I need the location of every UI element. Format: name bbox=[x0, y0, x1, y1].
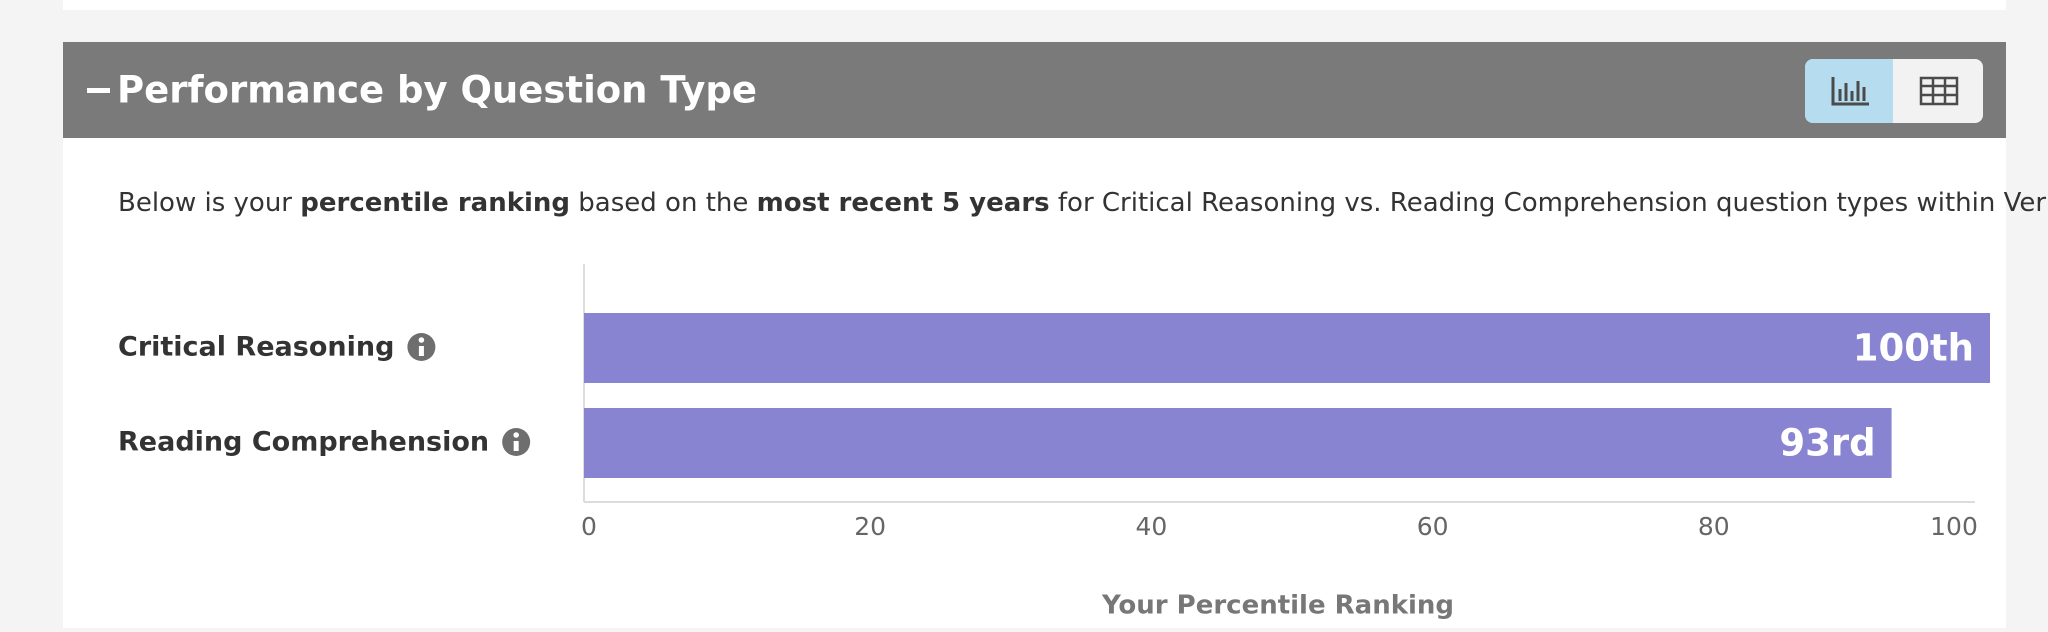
view-toggle bbox=[1805, 59, 1983, 123]
bar bbox=[584, 313, 1990, 383]
description-text: based on the bbox=[570, 188, 757, 218]
chart-view-button[interactable] bbox=[1805, 59, 1893, 123]
chart-icon bbox=[1831, 77, 1869, 106]
description: Below is your percentile ranking based o… bbox=[118, 188, 2048, 218]
card-title: Performance by Question Type bbox=[117, 69, 757, 112]
description-bold: percentile ranking bbox=[300, 188, 570, 218]
bar-value-label: 93rd bbox=[1779, 422, 1875, 465]
x-tick-label: 60 bbox=[1417, 512, 1449, 541]
previous-card bbox=[63, 0, 2006, 10]
x-tick-label: 40 bbox=[1135, 512, 1167, 541]
category-label: Reading Comprehension bbox=[118, 427, 489, 458]
description-bold: most recent 5 years bbox=[757, 188, 1050, 218]
description-text: Below is your bbox=[118, 188, 300, 218]
x-tick-label: 80 bbox=[1698, 512, 1730, 541]
x-tick-label: 100 bbox=[1930, 512, 1978, 541]
info-icon-stem bbox=[513, 441, 519, 451]
info-icon-stem bbox=[418, 346, 424, 356]
table-view-button[interactable] bbox=[1919, 76, 1959, 106]
info-icon-dot bbox=[418, 337, 425, 343]
card-header[interactable] bbox=[63, 42, 2006, 138]
x-tick-label: 20 bbox=[854, 512, 886, 541]
x-axis-title: Your Percentile Ranking bbox=[1101, 591, 1454, 621]
chart: 0 20 40 60 80 100 Your Percentile Ranking Criti… bbox=[118, 264, 1990, 621]
category-label: Critical Reasoning bbox=[118, 332, 394, 363]
bar bbox=[584, 408, 1892, 478]
collapse-icon[interactable] bbox=[87, 88, 110, 93]
bar-value-label: 100th bbox=[1853, 327, 1974, 370]
description-text: for Critical Reasoning vs. Reading Compr… bbox=[1050, 188, 2048, 218]
info-icon-dot bbox=[513, 432, 519, 438]
x-tick-label: 0 bbox=[581, 512, 597, 541]
